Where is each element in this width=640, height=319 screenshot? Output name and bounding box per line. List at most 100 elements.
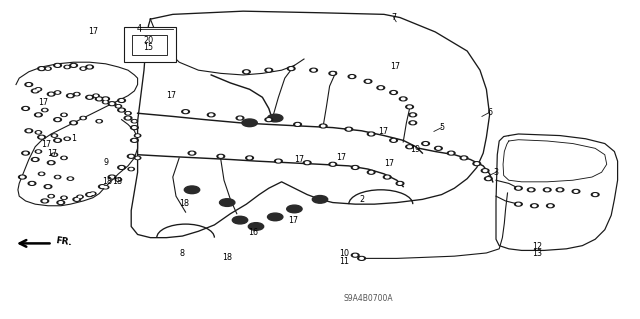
Text: 17: 17: [384, 159, 394, 168]
Circle shape: [24, 108, 28, 109]
Circle shape: [360, 257, 364, 259]
Circle shape: [390, 138, 397, 142]
Circle shape: [409, 121, 417, 125]
Circle shape: [124, 116, 132, 120]
Circle shape: [56, 176, 59, 178]
Circle shape: [79, 196, 81, 197]
Circle shape: [312, 196, 328, 203]
Circle shape: [184, 186, 200, 194]
Circle shape: [358, 256, 365, 260]
Circle shape: [329, 71, 337, 75]
Circle shape: [92, 193, 94, 194]
Circle shape: [436, 147, 440, 149]
Circle shape: [331, 163, 335, 165]
Circle shape: [61, 196, 67, 199]
Circle shape: [348, 75, 356, 78]
Circle shape: [108, 102, 116, 106]
Circle shape: [591, 193, 599, 197]
Circle shape: [364, 79, 372, 83]
Circle shape: [265, 118, 273, 122]
Circle shape: [133, 121, 136, 122]
Circle shape: [33, 90, 37, 92]
Circle shape: [184, 111, 188, 113]
Circle shape: [484, 177, 492, 181]
Circle shape: [66, 138, 68, 139]
Circle shape: [95, 97, 103, 101]
Circle shape: [483, 170, 487, 172]
Circle shape: [486, 178, 490, 180]
Circle shape: [246, 156, 253, 160]
Circle shape: [46, 186, 50, 188]
Circle shape: [31, 158, 39, 161]
Circle shape: [353, 254, 357, 256]
Circle shape: [369, 171, 373, 173]
Circle shape: [57, 201, 65, 204]
Circle shape: [287, 67, 295, 70]
Circle shape: [118, 108, 125, 112]
Circle shape: [63, 197, 65, 198]
Circle shape: [110, 176, 114, 178]
Circle shape: [102, 186, 109, 189]
Circle shape: [70, 121, 77, 125]
Circle shape: [232, 216, 248, 224]
Circle shape: [74, 93, 80, 96]
Circle shape: [367, 132, 375, 136]
Circle shape: [409, 113, 417, 117]
Circle shape: [64, 65, 70, 69]
Circle shape: [435, 146, 442, 150]
Circle shape: [532, 205, 536, 207]
Text: 18: 18: [179, 199, 189, 208]
Circle shape: [531, 204, 538, 208]
Circle shape: [38, 67, 45, 70]
Circle shape: [27, 130, 31, 132]
Circle shape: [134, 134, 141, 137]
Circle shape: [54, 63, 61, 67]
Circle shape: [72, 64, 76, 66]
Circle shape: [275, 159, 282, 163]
Circle shape: [43, 200, 47, 202]
Circle shape: [515, 202, 522, 206]
Circle shape: [243, 70, 250, 74]
Text: 16: 16: [248, 228, 258, 237]
Circle shape: [80, 67, 86, 70]
Circle shape: [268, 114, 283, 122]
Circle shape: [44, 185, 52, 189]
Circle shape: [35, 88, 42, 91]
Circle shape: [303, 161, 311, 165]
Circle shape: [54, 118, 61, 122]
Circle shape: [321, 125, 325, 127]
Circle shape: [392, 139, 396, 141]
Text: 11: 11: [339, 257, 349, 266]
Circle shape: [556, 188, 564, 192]
Text: 18: 18: [222, 253, 232, 262]
Circle shape: [396, 182, 404, 185]
Circle shape: [331, 72, 335, 74]
Circle shape: [377, 86, 385, 90]
Circle shape: [128, 167, 134, 171]
Circle shape: [379, 87, 383, 89]
Circle shape: [19, 175, 26, 179]
Text: 13: 13: [532, 249, 543, 258]
Circle shape: [40, 136, 44, 138]
Circle shape: [131, 138, 138, 142]
Circle shape: [411, 122, 415, 124]
Circle shape: [30, 182, 34, 184]
Circle shape: [67, 177, 74, 180]
Circle shape: [115, 178, 122, 181]
Circle shape: [545, 189, 549, 191]
Circle shape: [118, 99, 125, 102]
Circle shape: [132, 139, 136, 141]
Circle shape: [95, 95, 97, 96]
Circle shape: [47, 161, 55, 165]
Circle shape: [47, 68, 49, 69]
Circle shape: [294, 122, 301, 126]
Circle shape: [182, 110, 189, 114]
Circle shape: [73, 197, 81, 201]
Circle shape: [33, 159, 37, 160]
Text: 17: 17: [47, 149, 58, 158]
Circle shape: [558, 189, 562, 191]
Circle shape: [411, 114, 415, 116]
Circle shape: [190, 152, 194, 154]
Circle shape: [45, 67, 51, 70]
Circle shape: [217, 154, 225, 158]
